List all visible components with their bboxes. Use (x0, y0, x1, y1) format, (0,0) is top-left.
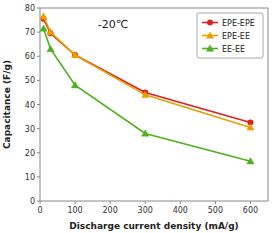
y-tick (37, 152, 40, 153)
legend-label: EPE-EPE (222, 19, 255, 28)
point (142, 91, 149, 97)
y-tick (37, 56, 40, 57)
legend-marker (206, 45, 213, 51)
series (41, 16, 254, 126)
legend-item: EPE-EE (202, 32, 250, 41)
x-tick-label: 0 (37, 206, 42, 215)
point (142, 130, 149, 136)
y-axis: 0 10 20 30 40 50 60 70 80 (25, 4, 40, 206)
y-tick-label: 60 (25, 52, 35, 61)
x-tick-label: 600 (243, 206, 258, 215)
legend: EPE-EPE EPE-EE EE-EE (197, 13, 263, 58)
x-tick-label: 500 (208, 206, 223, 215)
x-tick-label: 200 (103, 206, 118, 215)
x-tick-label: 300 (138, 206, 153, 215)
x-axis: 0 100 200 300 400 500 600 (37, 201, 258, 215)
data-area (40, 13, 254, 164)
y-tick (37, 128, 40, 129)
y-tick (37, 104, 40, 105)
x-tick-label: 100 (67, 206, 82, 215)
point (47, 29, 54, 35)
y-tick-label: 20 (25, 149, 35, 158)
y-tick (37, 8, 40, 9)
title: -20℃ (98, 18, 128, 31)
x-tick (250, 201, 251, 204)
legend-marker (207, 20, 213, 26)
legend-marker (206, 32, 213, 38)
point (40, 25, 47, 31)
plot-frame (40, 8, 268, 201)
y-tick (37, 176, 40, 177)
series (40, 25, 254, 164)
x-tick (110, 201, 111, 204)
legend-item: EE-EE (202, 45, 245, 54)
y-tick (37, 201, 40, 202)
point (47, 45, 54, 51)
y-tick-label: 70 (25, 28, 35, 37)
y-axis-label: Capacitance (F/g) (2, 60, 12, 149)
legend-label: EPE-EE (222, 32, 250, 41)
y-tick-label: 0 (30, 197, 35, 206)
point (71, 82, 78, 88)
y-tick-label: 80 (25, 4, 35, 13)
point (40, 13, 47, 19)
point (71, 51, 78, 57)
legend-label: EE-EE (222, 45, 245, 54)
x-tick (215, 201, 216, 204)
x-tick (75, 201, 76, 204)
y-tick-label: 40 (25, 101, 35, 110)
point (247, 158, 254, 164)
legend-box (197, 13, 263, 58)
y-tick (37, 32, 40, 33)
chart: 0 100 200 300 400 500 600 0 10 20 30 40 50 60 70 80 Disc… (0, 0, 278, 233)
x-tick (145, 201, 146, 204)
y-tick-label: 10 (25, 173, 35, 182)
point (247, 124, 254, 130)
y-tick (37, 80, 40, 81)
x-tick-label: 400 (173, 206, 188, 215)
y-tick-label: 50 (25, 76, 35, 85)
x-tick (180, 201, 181, 204)
legend-item: EPE-EPE (202, 19, 255, 28)
x-axis-label: Discharge current density (mA/g) (69, 221, 238, 231)
y-tick-label: 30 (25, 125, 35, 134)
